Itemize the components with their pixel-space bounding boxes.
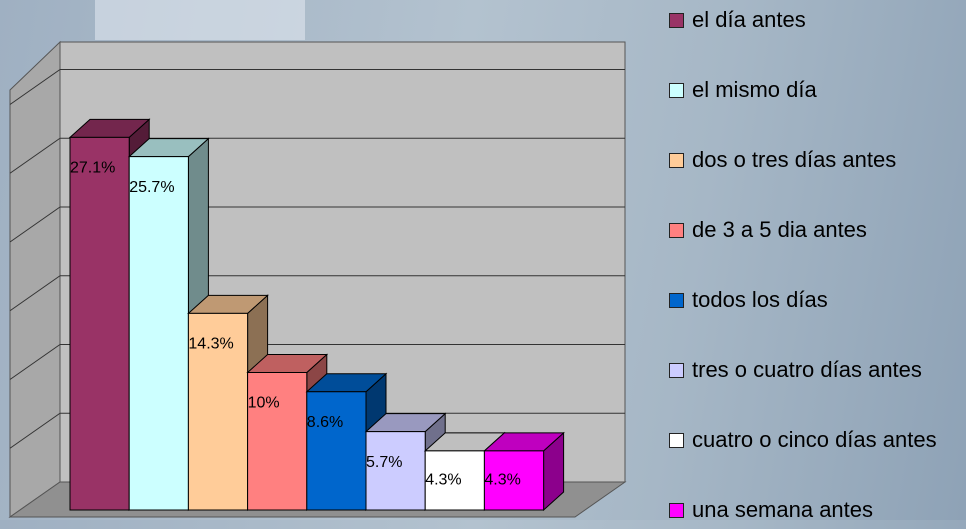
data-label: 8.6% [307, 414, 343, 431]
data-label: 5.7% [366, 454, 402, 471]
data-label: 4.3% [425, 472, 461, 489]
legend-entry: dos o tres días antes [669, 141, 966, 179]
bar [365, 431, 426, 511]
legend-label: de 3 a 5 dia antes [692, 217, 867, 242]
legend-swatch [669, 503, 684, 518]
legend-entry: todos los días [669, 281, 966, 319]
legend-label: el mismo día [692, 77, 817, 102]
legend-entry: el mismo día [669, 71, 966, 109]
legend-swatch [669, 223, 684, 238]
legend-label: cuatro o cinco días antes [692, 427, 937, 452]
legend-entry: cuatro o cinco días antes [669, 421, 966, 459]
legend-swatch [669, 363, 684, 378]
legend-swatch [669, 433, 684, 448]
bar [69, 136, 130, 511]
bars: 27.1% 25.7% 14.3% 10% 8.6% 5.7% 4.3% 4.3% [68, 118, 565, 512]
legend-label: tres o cuatro días antes [692, 357, 922, 382]
data-label: 27.1% [70, 160, 115, 177]
legend-entry: de 3 a 5 dia antes [669, 211, 966, 249]
legend-swatch [669, 293, 684, 308]
legend-swatch [669, 13, 684, 28]
data-label: 4.3% [484, 472, 520, 489]
bar [187, 312, 249, 511]
legend-swatch [669, 153, 684, 168]
side-grid-line [9, 344, 61, 380]
decor-band [95, 0, 305, 40]
legend-label: una semana antes [692, 497, 874, 522]
legend-swatch [669, 83, 684, 98]
bar [483, 450, 545, 511]
bar [247, 372, 308, 511]
legend-entry: una semana antes [669, 491, 966, 529]
side-grid-line [9, 137, 61, 174]
legend-label: dos o tres días antes [692, 147, 897, 172]
bar [424, 450, 485, 511]
data-label: 14.3% [188, 336, 233, 353]
bar [306, 391, 367, 511]
data-label: 25.7% [129, 179, 174, 196]
legend-label: todos los días [692, 287, 828, 312]
legend-entry: el día antes [669, 1, 966, 39]
side-grid-line [9, 275, 61, 312]
side-grid-line [9, 412, 61, 449]
legend-entry: tres o cuatro días antes [669, 351, 966, 389]
bar [128, 156, 189, 511]
side-grid-line [9, 69, 61, 105]
side-grid-line [9, 206, 61, 243]
legend-label: el día antes [692, 7, 806, 32]
data-label: 10% [248, 395, 280, 412]
